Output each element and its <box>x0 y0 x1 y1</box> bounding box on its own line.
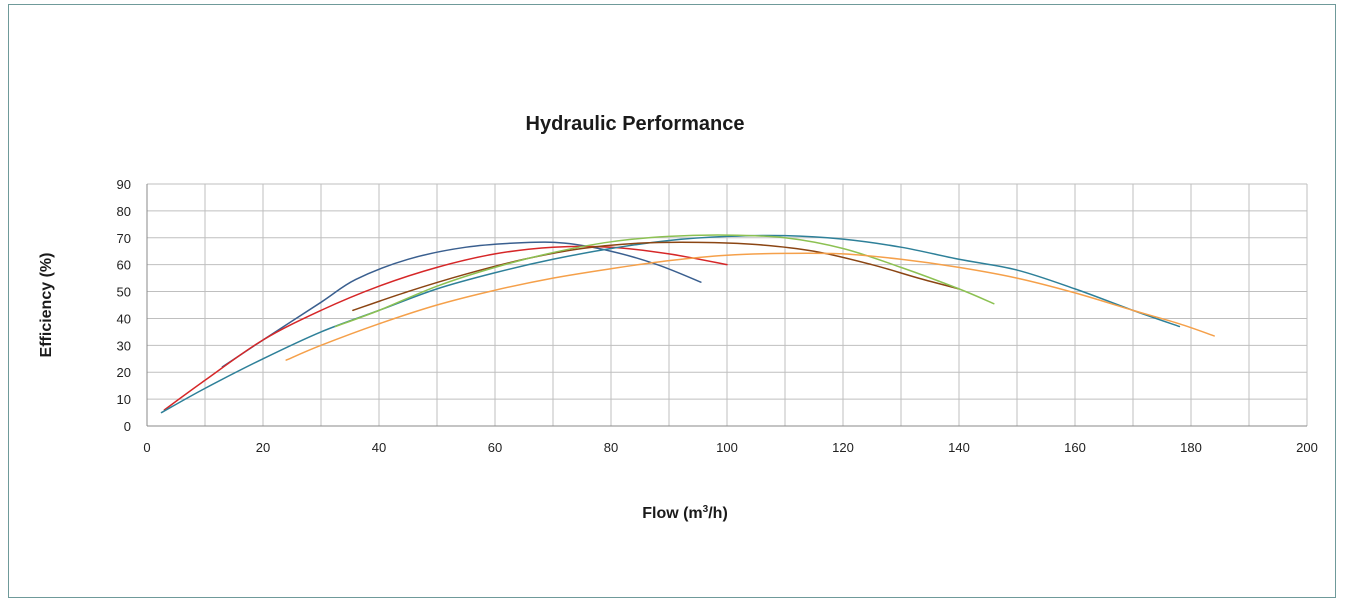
y-tick-label: 40 <box>117 311 131 326</box>
series-line-4 <box>352 241 960 312</box>
y-tick-label: 50 <box>117 285 131 300</box>
series-line-5 <box>334 234 995 328</box>
y-tick-label: 60 <box>117 258 131 273</box>
y-axis-label: Efficiency (%) <box>38 253 55 358</box>
chart-frame: 0 20 40 60 80 100 120 140 160 180 200 0 10 20 30 40 50 6… <box>8 4 1336 598</box>
x-tick-label: 20 <box>256 440 270 455</box>
series-lines <box>160 234 1215 414</box>
x-tick-label: 100 <box>716 440 738 455</box>
y-tick-label: 30 <box>117 338 131 353</box>
series-line-3 <box>160 234 1181 414</box>
x-tick-label: 60 <box>488 440 502 455</box>
x-tick-label: 140 <box>948 440 970 455</box>
x-tick-labels: 0 20 40 60 80 100 120 140 160 180 200 <box>143 440 1317 455</box>
x-tick-label: 0 <box>143 440 150 455</box>
x-axis-label: Flow (m3/h) <box>642 504 728 522</box>
x-tick-label: 160 <box>1064 440 1086 455</box>
x-tick-label: 180 <box>1180 440 1202 455</box>
y-tick-label: 70 <box>117 231 131 246</box>
series-line-1 <box>221 241 702 368</box>
y-tick-label: 0 <box>124 419 131 434</box>
x-tick-label: 120 <box>832 440 854 455</box>
y-tick-label: 90 <box>117 177 131 192</box>
x-tick-label: 80 <box>604 440 618 455</box>
y-tick-label: 10 <box>117 392 131 407</box>
y-tick-label: 80 <box>117 204 131 219</box>
x-tick-label: 40 <box>372 440 386 455</box>
gridlines <box>146 183 1308 427</box>
x-tick-label: 200 <box>1296 440 1318 455</box>
chart-title: Hydraulic Performance <box>526 113 745 135</box>
y-tick-labels: 0 10 20 30 40 50 60 70 80 90 <box>117 177 131 434</box>
series-line-6 <box>285 252 1215 361</box>
axes <box>146 184 1307 427</box>
y-tick-label: 20 <box>117 365 131 380</box>
series-line-2 <box>163 245 728 411</box>
efficiency-chart: 0 20 40 60 80 100 120 140 160 180 200 0 10 20 30 40 50 6… <box>38 113 1318 522</box>
